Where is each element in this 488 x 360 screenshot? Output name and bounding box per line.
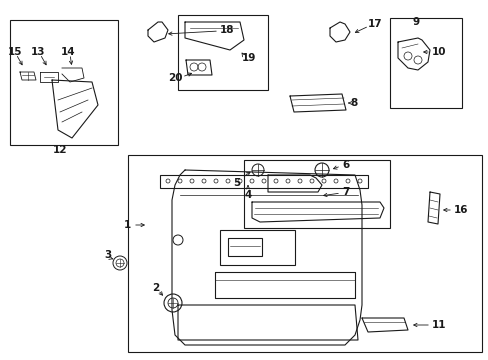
Text: 18: 18 [220, 25, 234, 35]
Text: 13: 13 [31, 47, 45, 57]
Text: 15: 15 [8, 47, 22, 57]
Text: 5: 5 [232, 178, 240, 188]
Text: 17: 17 [367, 19, 382, 29]
Text: 7: 7 [341, 187, 348, 197]
Text: 8: 8 [349, 98, 357, 108]
Bar [178, 15, 267, 90]
Bar [10, 20, 118, 145]
Bar [389, 18, 461, 108]
Text: 20: 20 [168, 73, 183, 83]
Text: 12: 12 [53, 145, 67, 155]
Bar [244, 160, 389, 228]
Bar [227, 238, 262, 256]
Text: 11: 11 [431, 320, 446, 330]
Bar [160, 175, 367, 188]
Bar [128, 155, 481, 352]
Text: 10: 10 [431, 47, 446, 57]
Text: 16: 16 [453, 205, 468, 215]
Text: 4: 4 [244, 190, 251, 200]
Text: 6: 6 [341, 160, 348, 170]
Text: 3: 3 [104, 250, 111, 260]
Text: 9: 9 [411, 17, 419, 27]
Text: 19: 19 [242, 53, 256, 63]
Text: 1: 1 [123, 220, 131, 230]
Bar [220, 230, 294, 265]
Text: 2: 2 [152, 283, 159, 293]
Text: 14: 14 [61, 47, 75, 57]
